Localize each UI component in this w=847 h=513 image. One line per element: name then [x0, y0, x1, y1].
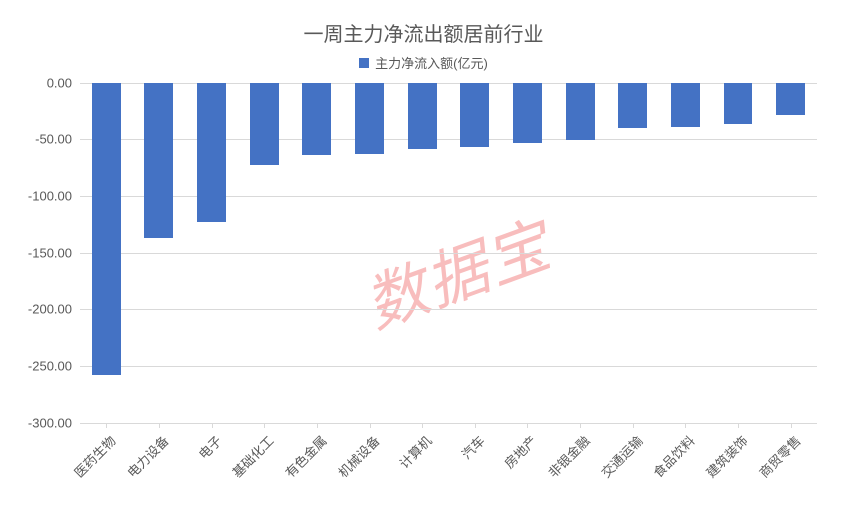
y-tick-label: -50.00 — [35, 132, 80, 147]
x-tick — [685, 423, 686, 428]
legend-label: 主力净流入额(亿元) — [375, 53, 488, 72]
bar-slot — [554, 83, 607, 423]
x-tick — [580, 423, 581, 428]
x-tick — [106, 423, 107, 428]
bar — [144, 83, 173, 238]
bar — [92, 83, 121, 375]
y-tick-label: -100.00 — [28, 188, 80, 203]
x-label-slot: 机械设备 — [343, 423, 396, 513]
bar — [355, 83, 384, 154]
y-tick-label: -200.00 — [28, 302, 80, 317]
x-label-slot: 汽车 — [448, 423, 501, 513]
bar-slot — [185, 83, 238, 423]
bar-slot — [712, 83, 765, 423]
x-tick-label: 计算机 — [395, 431, 436, 472]
chart-container: 一周主力净流出额居前行业 主力净流入额(亿元) 数据宝 0.00-50.00-1… — [0, 0, 847, 512]
bar-slot — [448, 83, 501, 423]
bar-slot — [133, 83, 186, 423]
x-tick-label: 电子 — [193, 431, 225, 463]
bars — [80, 83, 817, 423]
bar — [671, 83, 700, 127]
x-label-slot: 商贸零售 — [764, 423, 817, 513]
x-tick — [475, 423, 476, 428]
legend-swatch — [359, 58, 369, 68]
bar — [460, 83, 489, 148]
bar — [302, 83, 331, 156]
x-tick-label: 医药生物 — [70, 431, 120, 481]
x-tick — [212, 423, 213, 428]
y-tick-label: -150.00 — [28, 245, 80, 260]
x-tick — [264, 423, 265, 428]
bar-slot — [238, 83, 291, 423]
bar-slot — [606, 83, 659, 423]
bar — [566, 83, 595, 141]
y-tick-label: -250.00 — [28, 358, 80, 373]
bar — [250, 83, 279, 166]
x-tick — [422, 423, 423, 428]
x-label-slot: 电力设备 — [133, 423, 186, 513]
x-tick-label: 汽车 — [456, 431, 488, 463]
chart-title: 一周主力净流出额居前行业 — [20, 18, 827, 47]
x-tick — [633, 423, 634, 428]
bar — [776, 83, 805, 116]
bar-slot — [659, 83, 712, 423]
x-tick — [370, 423, 371, 428]
x-tick — [317, 423, 318, 428]
x-tick — [527, 423, 528, 428]
bar — [513, 83, 542, 143]
x-label-slot: 计算机 — [396, 423, 449, 513]
x-axis-labels: 医药生物电力设备电子基础化工有色金属机械设备计算机汽车房地产非银金融交通运输食品… — [80, 423, 817, 513]
x-tick — [738, 423, 739, 428]
y-tick-label: 0.00 — [47, 75, 80, 90]
bar-slot — [764, 83, 817, 423]
plot-area: 数据宝 0.00-50.00-100.00-150.00-200.00-250.… — [80, 83, 817, 423]
bar — [408, 83, 437, 150]
x-tick-label: 房地产 — [500, 431, 541, 472]
x-tick — [159, 423, 160, 428]
bar-slot — [396, 83, 449, 423]
y-tick-label: -300.00 — [28, 415, 80, 430]
legend-item: 主力净流入额(亿元) — [359, 53, 488, 72]
bar — [197, 83, 226, 222]
legend: 主力净流入额(亿元) — [20, 53, 827, 73]
bar-slot — [80, 83, 133, 423]
bar-slot — [501, 83, 554, 423]
bar — [618, 83, 647, 128]
bar-slot — [291, 83, 344, 423]
x-tick — [791, 423, 792, 428]
bar-slot — [343, 83, 396, 423]
bar — [724, 83, 753, 125]
